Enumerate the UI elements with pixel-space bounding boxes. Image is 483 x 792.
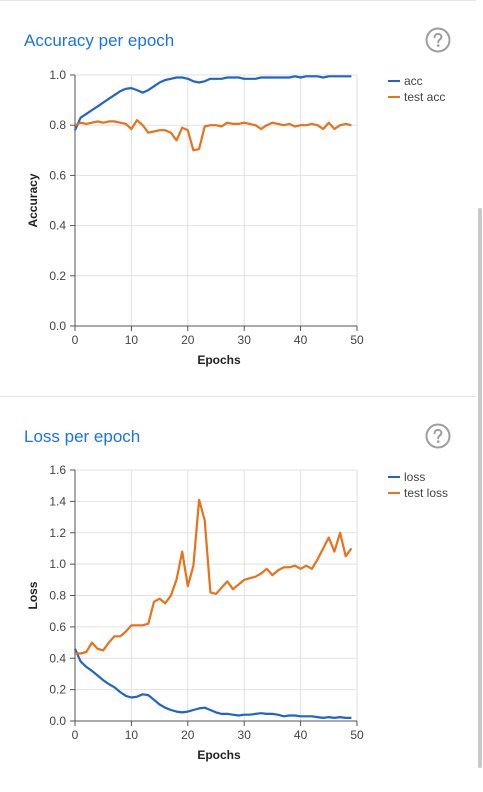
x-tick-label: 20 (181, 728, 195, 742)
x-tick-label: 40 (294, 728, 308, 742)
x-tick-label: 10 (125, 728, 139, 742)
y-tick-label: 0.6 (49, 168, 66, 182)
x-axis-label: Epochs (197, 748, 241, 762)
accuracy-card-title: Accuracy per epoch (24, 31, 175, 50)
help-circle-icon[interactable] (425, 27, 451, 53)
y-tick-label: 0.2 (49, 683, 66, 697)
accuracy-card: Accuracy per epoch 0.0 0.2 0.4 0.6 0.8 1.0 0 10… (0, 0, 476, 396)
accuracy-chart: 0.0 0.2 0.4 0.6 0.8 1.0 0 10 20 30 40 50 Epochs Accur… (26, 68, 445, 367)
y-tick-label: 0.0 (49, 714, 66, 728)
series-line-test-loss (75, 498, 353, 655)
x-tick-label: 30 (238, 728, 252, 742)
card-divider (0, 396, 483, 397)
y-tick-label: 0.8 (49, 589, 66, 603)
x-tick-label: 50 (350, 728, 364, 742)
y-axis-label: Accuracy (26, 173, 40, 227)
series-line-test-acc (74, 119, 352, 152)
y-tick-label: 0.4 (49, 651, 66, 665)
x-axis-label: Epochs (197, 353, 241, 367)
y-tick-label: 0.8 (49, 118, 66, 132)
legend-label: test acc (404, 90, 445, 104)
legend-label: acc (404, 74, 423, 88)
loss-chart: 0.0 0.2 0.4 0.6 0.8 1.0 1.2 1.4 1.6 0 10 20 30 40 50 Ep… (26, 463, 448, 762)
y-tick-label: 1.0 (49, 68, 66, 82)
legend-label: loss (404, 470, 425, 484)
help-circle-icon[interactable] (425, 423, 451, 449)
y-tick-label: 1.6 (49, 463, 66, 477)
x-tick-label: 40 (294, 333, 308, 347)
scrollbar-thumb[interactable] (478, 208, 482, 768)
series-line-loss (73, 648, 352, 719)
y-tick-label: 0.2 (49, 269, 66, 283)
x-tick-label: 20 (181, 333, 195, 347)
y-axis-label: Loss (26, 581, 40, 609)
x-tick-label: 10 (125, 333, 139, 347)
loss-card: Loss per epoch 0.0 0.2 0.4 0.6 0.8 1.0 1.2 1.4 1… (0, 397, 476, 792)
top-border (0, 0, 483, 1)
y-tick-label: 1.2 (49, 526, 66, 540)
y-tick-label: 0.4 (49, 219, 66, 233)
x-tick-label: 30 (238, 333, 252, 347)
x-tick-label: 0 (72, 728, 79, 742)
x-tick-label: 0 (72, 333, 79, 347)
y-tick-label: 1.0 (49, 557, 66, 571)
y-tick-label: 0.0 (49, 319, 66, 333)
y-tick-label: 0.6 (49, 620, 66, 634)
loss-card-title: Loss per epoch (24, 427, 141, 446)
legend-label: test loss (404, 486, 448, 500)
x-tick-label: 50 (350, 333, 364, 347)
series-line-acc (73, 75, 352, 131)
y-tick-label: 1.4 (49, 494, 66, 508)
